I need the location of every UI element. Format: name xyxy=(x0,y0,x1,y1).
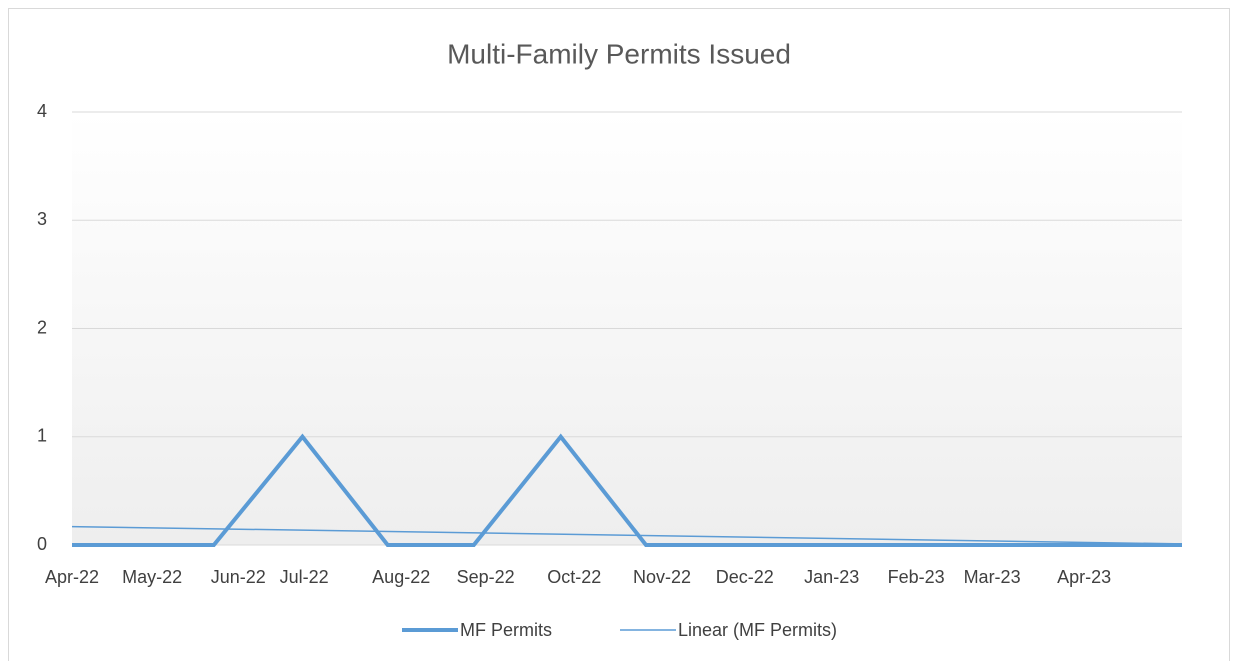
y-tick-label: 2 xyxy=(37,317,47,337)
legend-label: Linear (MF Permits) xyxy=(678,620,837,640)
x-tick-label: Nov-22 xyxy=(633,567,691,587)
x-tick-label: Jan-23 xyxy=(804,567,859,587)
x-tick-label: Apr-23 xyxy=(1057,567,1111,587)
x-tick-label: May-22 xyxy=(122,567,182,587)
data-line xyxy=(71,525,1183,545)
x-tick-label: Oct-22 xyxy=(547,567,601,587)
x-tick-label: Feb-23 xyxy=(888,567,945,587)
data-line xyxy=(72,433,1182,547)
chart-title: Multi-Family Permits Issued xyxy=(447,38,791,69)
x-tick-label: Apr-22 xyxy=(45,567,99,587)
x-tick-label: Aug-22 xyxy=(372,567,430,587)
y-tick-label: 4 xyxy=(37,101,47,121)
legend-label: MF Permits xyxy=(460,620,552,640)
x-tick-label: Mar-23 xyxy=(964,567,1021,587)
x-tick-label: Jul-22 xyxy=(280,567,329,587)
x-tick-label: Jun-22 xyxy=(211,567,266,587)
y-tick-label: 1 xyxy=(37,426,47,446)
y-tick-label: 0 xyxy=(37,534,47,554)
x-tick-label: Dec-22 xyxy=(716,567,774,587)
x-tick-label: Sep-22 xyxy=(457,567,515,587)
y-tick-label: 3 xyxy=(37,209,47,229)
